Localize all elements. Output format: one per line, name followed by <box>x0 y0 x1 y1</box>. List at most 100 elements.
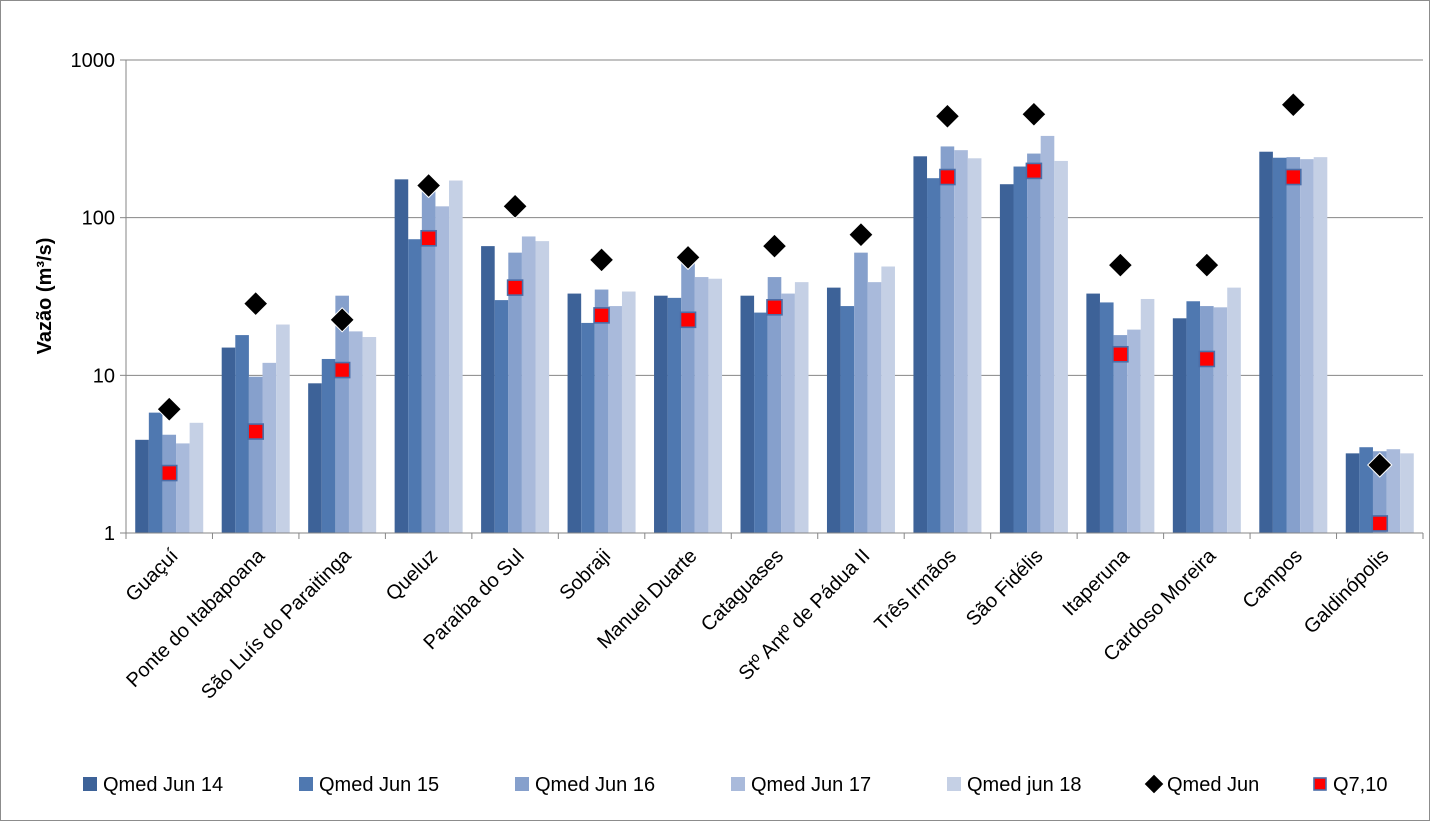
bar <box>854 252 868 533</box>
bar <box>621 291 636 533</box>
marker-q710 <box>420 229 437 247</box>
x-tick-label: São Luís do Paraitinga <box>197 544 356 703</box>
bar <box>535 241 550 533</box>
bar <box>408 239 422 533</box>
marker-q710 <box>766 299 783 316</box>
legend-label: Qmed Jun 17 <box>751 774 871 796</box>
bar <box>667 297 682 533</box>
bar <box>781 293 795 533</box>
bar <box>1040 135 1055 533</box>
bar <box>394 179 409 534</box>
bar <box>954 150 968 534</box>
bar <box>1313 157 1328 533</box>
bar <box>1127 329 1141 533</box>
x-tick-label: Itaperuna <box>1059 544 1135 620</box>
bar <box>1300 159 1314 534</box>
bar <box>1400 453 1414 533</box>
bar <box>767 277 782 533</box>
marker-qmed-jun <box>848 221 874 248</box>
bar <box>189 422 204 533</box>
bar <box>248 376 263 533</box>
bar <box>235 335 249 533</box>
bar <box>348 331 363 533</box>
bar <box>1027 153 1041 533</box>
marker-q710 <box>333 361 351 379</box>
bar <box>1213 307 1228 533</box>
x-tick-label: Guaçuí <box>122 545 183 606</box>
bar <box>1086 293 1100 533</box>
bar <box>321 358 336 533</box>
bar <box>262 362 277 533</box>
bar <box>135 439 149 533</box>
bar <box>162 434 177 533</box>
legend-label: Qmed Jun 16 <box>535 774 655 796</box>
legend-label: Q7,10 <box>1333 774 1387 796</box>
marker-qmed-jun <box>1021 101 1047 127</box>
legend-label: Qmed Jun <box>1167 774 1259 796</box>
bar <box>1113 335 1128 533</box>
bar <box>654 295 668 533</box>
bar <box>1140 298 1155 533</box>
legend-label: Qmed jun 18 <box>967 774 1082 796</box>
bar <box>335 295 349 533</box>
bar <box>1345 453 1360 533</box>
legend-label: Qmed Jun 15 <box>319 774 439 796</box>
marker-q710 <box>160 464 178 482</box>
x-tick-label: Cataguases <box>697 545 788 636</box>
bar <box>494 300 509 533</box>
marker-q710 <box>1112 345 1129 363</box>
marker-q710 <box>679 311 697 329</box>
marker-qmed-jun <box>588 247 615 273</box>
bar <box>826 287 841 533</box>
x-tick-label: São Fidélis <box>962 545 1048 631</box>
bar <box>308 383 322 533</box>
marker-qmed-jun <box>502 193 528 220</box>
legend-swatch <box>1143 773 1165 795</box>
marker-qmed-jun <box>156 396 182 422</box>
legend-swatch <box>947 777 961 791</box>
bar <box>927 178 941 533</box>
bar <box>1054 160 1068 533</box>
bar <box>594 289 609 533</box>
markers-layer <box>156 92 1393 532</box>
bar <box>840 306 855 533</box>
marker-q710 <box>1025 162 1043 180</box>
marker-qmed-jun <box>242 290 269 317</box>
bar <box>435 206 450 534</box>
bar <box>1186 301 1201 533</box>
marker-qmed-jun <box>329 307 355 333</box>
bar <box>694 277 709 533</box>
bar <box>1172 318 1187 533</box>
marker-qmed-jun <box>1194 252 1220 278</box>
marker-qmed-jun <box>675 244 701 271</box>
bar <box>176 443 190 533</box>
bar <box>1259 151 1273 534</box>
bar <box>1200 306 1214 533</box>
bar <box>362 337 377 533</box>
x-tick-label: Galdinópolis <box>1300 545 1393 638</box>
bar <box>794 282 809 533</box>
marker-q710 <box>1371 515 1389 532</box>
bar <box>740 295 755 533</box>
y-tick-label: 1 <box>104 523 115 545</box>
legend-swatch <box>1313 777 1327 791</box>
bar <box>449 180 463 533</box>
x-tick-label: Três Irmãos <box>871 545 961 635</box>
bar <box>1286 157 1301 533</box>
legend-swatch <box>731 777 745 791</box>
bar <box>881 266 895 533</box>
marker-q710 <box>593 307 610 324</box>
bar <box>1386 449 1401 533</box>
bar <box>913 156 928 533</box>
marker-qmed-jun <box>761 233 788 259</box>
legend-label: Qmed Jun 14 <box>103 774 223 796</box>
marker-q710 <box>1285 168 1302 186</box>
bar <box>999 184 1014 533</box>
y-axis-title: Vazão (m³/s) <box>34 238 56 355</box>
marker-q710 <box>1198 350 1216 368</box>
marker-qmed-jun <box>415 172 442 199</box>
bars-layer <box>135 135 1414 534</box>
marker-qmed-jun <box>934 103 961 129</box>
